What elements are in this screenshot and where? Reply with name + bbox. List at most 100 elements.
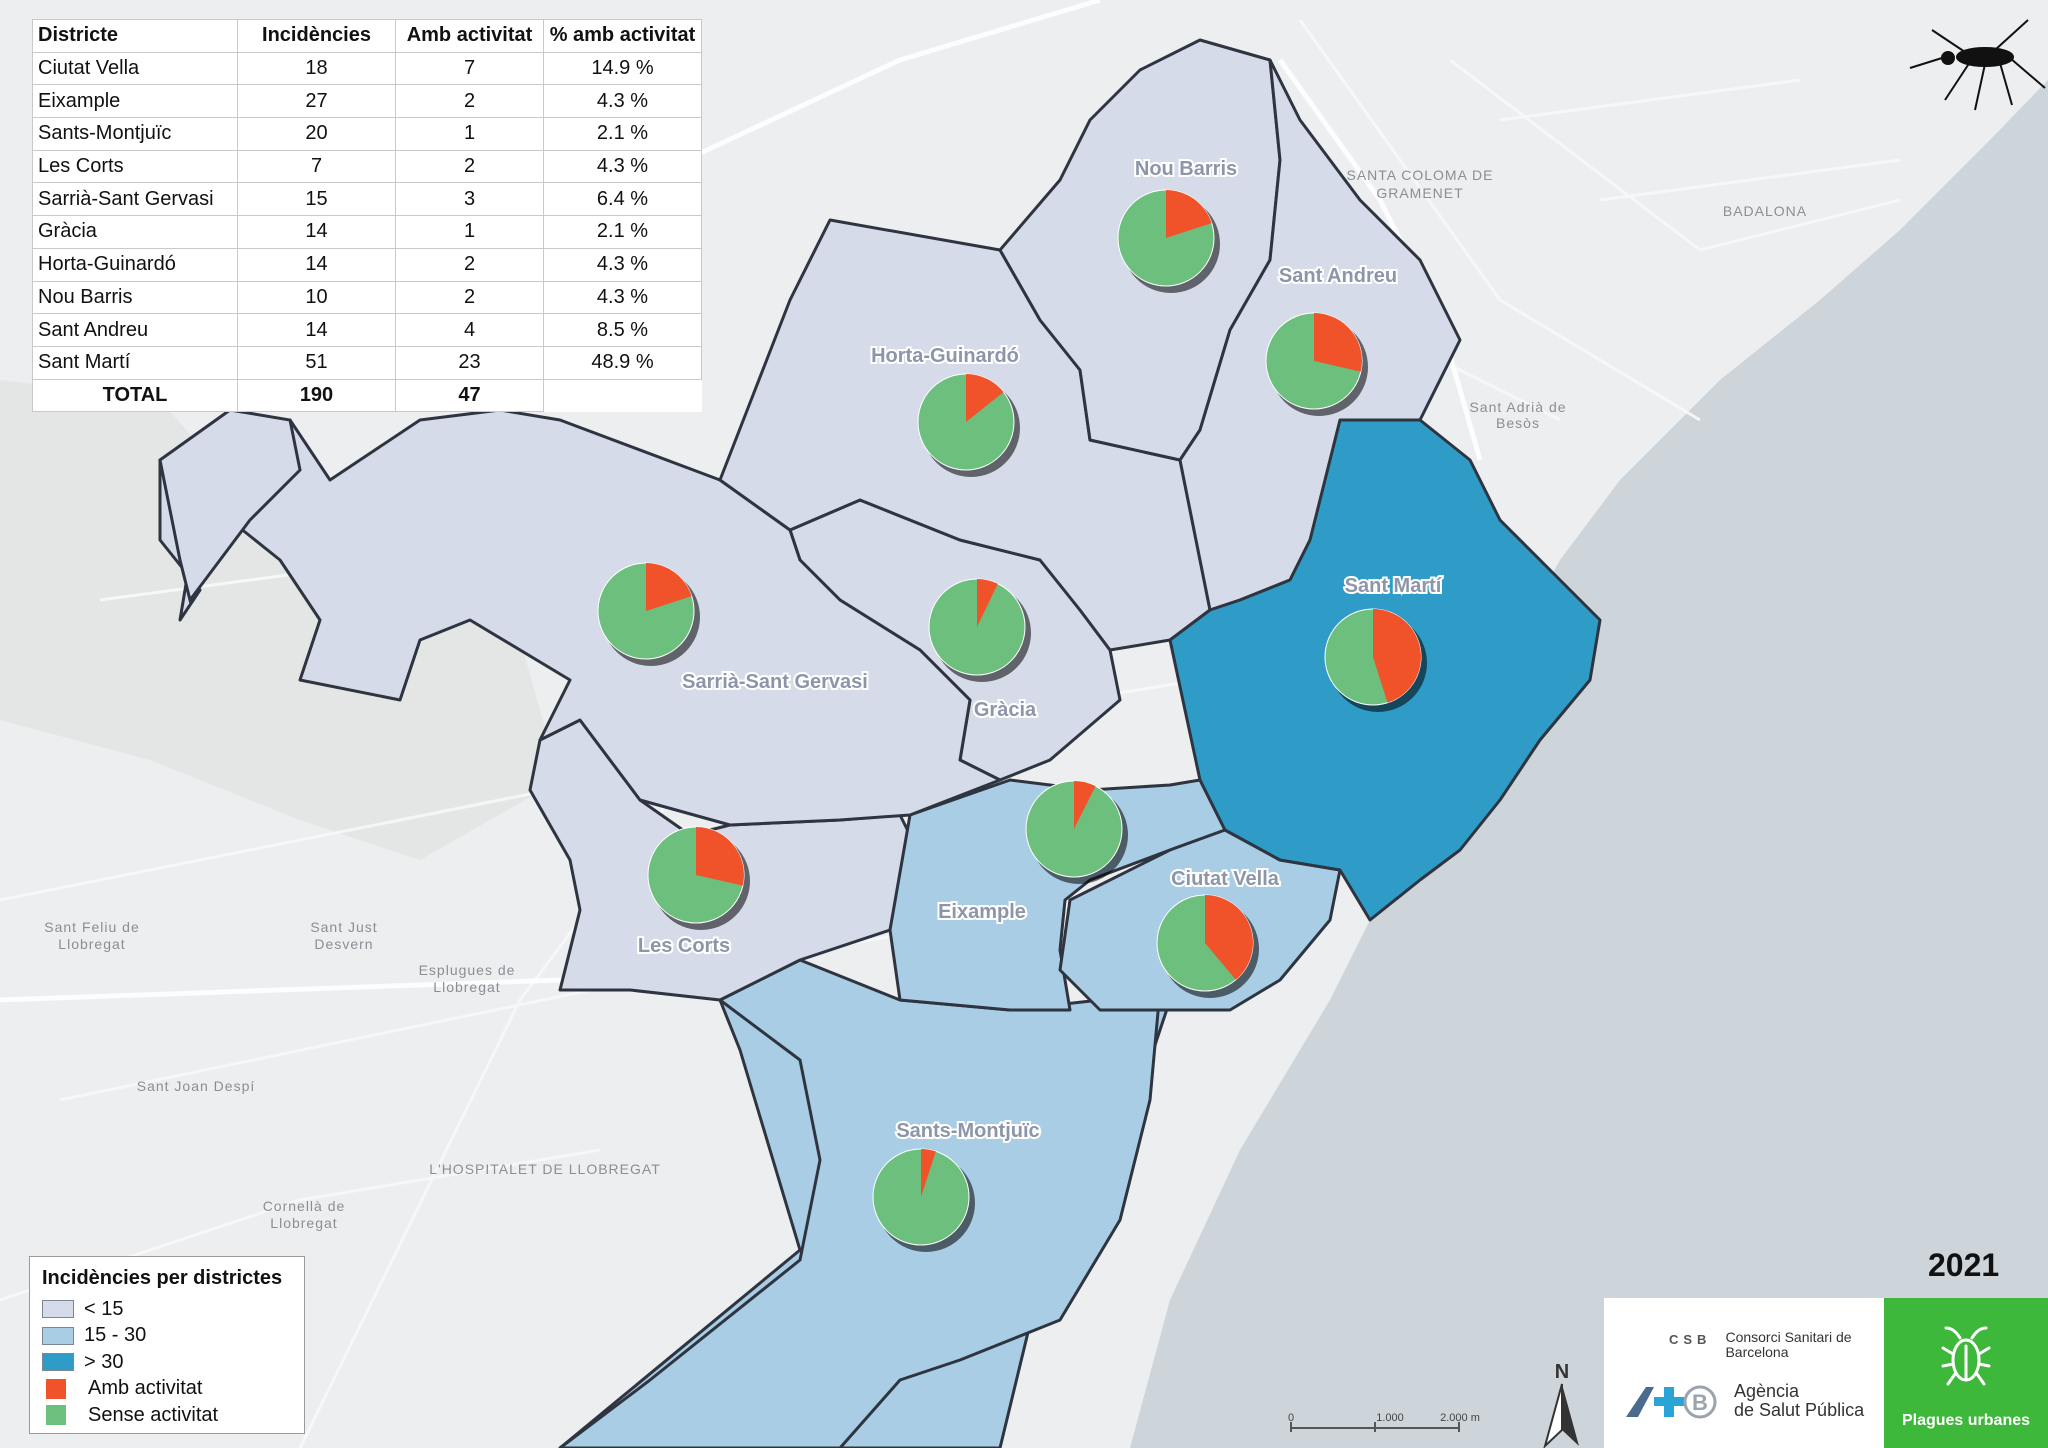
legend-item-mid: 15 - 30	[42, 1323, 292, 1350]
table-cell-district: Horta-Guinardó	[32, 247, 238, 282]
place-label: SANTA COLOMA DE	[1347, 167, 1494, 183]
pie-slice-amb	[977, 579, 998, 627]
district-sarria-arm	[158, 408, 302, 604]
table-cell-district: Sant Andreu	[32, 313, 238, 347]
plagues-label: Plagues urbanes	[1901, 1412, 2031, 1429]
place-label: Sant Joan Despí	[137, 1078, 256, 1094]
table-row: Sant Andreu 14 4 8.5 %	[32, 313, 702, 347]
table-cell-amb-activitat: 2	[395, 149, 544, 184]
total-amb-activitat: 47	[395, 378, 544, 413]
svg-text:B: B	[1692, 1390, 1708, 1415]
north-label: N	[1555, 1361, 1569, 1383]
pie-chart	[1156, 894, 1259, 998]
sea	[1130, 80, 2048, 1448]
aspb-logo: B Agència de Salut Pública	[1624, 1381, 1864, 1421]
district-label-sant-marti: Sant Martí	[1345, 575, 1443, 597]
table-row: Sant Martí 51 23 48.9 %	[32, 345, 702, 380]
col-header-amb-activitat: Amb activitat	[395, 19, 544, 53]
table-body: Ciutat Vella 18 7 14.9 % Eixample 27 2 4.3 % San…	[32, 51, 702, 413]
pie-slice-amb	[1205, 895, 1253, 980]
scale-tick: 1.000	[1376, 1412, 1404, 1424]
csb-mark: CSB	[1669, 1332, 1712, 1347]
table-cell-district: Gràcia	[32, 215, 238, 249]
north-arrow-icon: N	[1543, 1361, 1579, 1448]
table-cell-incidencies: 14	[237, 313, 396, 347]
csb-logo: CSB Consorci Sanitari de Barcelona	[1669, 1330, 1855, 1360]
place-label: Llobregat	[58, 936, 125, 952]
table-total-row: TOTAL 190 47	[32, 378, 702, 413]
place-label: Esplugues de	[419, 962, 516, 978]
aspb-name: Agència de Salut Pública	[1734, 1382, 1864, 1420]
legend-swatch	[42, 1353, 74, 1372]
pie-slice-amb	[1373, 609, 1421, 703]
district-label-sant-andreu: Sant Andreu	[1279, 265, 1397, 287]
legend-swatch	[42, 1326, 74, 1345]
table-cell-district: Les Corts	[32, 149, 238, 184]
legend-item-low: < 15	[42, 1296, 292, 1323]
pie-chart	[928, 578, 1031, 682]
place-label: BADALONA	[1723, 203, 1807, 219]
table-cell-amb-activitat: 2	[395, 84, 544, 119]
table-cell-incidencies: 14	[237, 247, 396, 282]
table-cell-pct: 4.3 %	[543, 84, 702, 119]
aspb-emblem-icon: B	[1626, 1385, 1717, 1419]
district-labels: Nou Barris Sant Andreu Horta-Guinardó Sa…	[636, 156, 1445, 1144]
table-cell-pct: 48.9 %	[543, 345, 702, 380]
table-row: Les Corts 7 2 4.3 %	[32, 149, 702, 184]
cockroach-icon	[1941, 1326, 1991, 1386]
table-cell-incidencies: 20	[237, 117, 396, 151]
table-cell-pct: 2.1 %	[543, 215, 702, 249]
table-cell-district: Sarrià-Sant Gervasi	[32, 182, 238, 217]
place-labels: SANTA COLOMA DE GRAMENET BADALONA L'HOSP…	[44, 167, 1807, 1231]
pie-chart	[1025, 780, 1128, 884]
year-label: 2021	[1928, 1247, 2000, 1283]
table-cell-district: Sants-Montjuïc	[32, 117, 238, 151]
table-row: Eixample 27 2 4.3 %	[32, 84, 702, 119]
table-cell-pct: 4.3 %	[543, 280, 702, 315]
district-label-horta: Horta-Guinardó	[871, 345, 1019, 367]
table-header-row: Districte Incidències Amb activitat % am…	[32, 19, 702, 53]
legend-title: Incidències per districtes	[42, 1267, 283, 1289]
table-cell-pct: 2.1 %	[543, 117, 702, 151]
pie-slice-amb	[1074, 781, 1096, 829]
pie-slice-amb	[966, 374, 1004, 422]
logo-panel: CSB Consorci Sanitari de Barcelona B Agè…	[1604, 1298, 1885, 1448]
table-cell-pct: 6.4 %	[543, 182, 702, 217]
district-label-eixample: Eixample	[938, 901, 1026, 923]
table-cell-incidencies: 7	[237, 149, 396, 184]
legend-label: > 30	[84, 1350, 124, 1373]
table-cell-amb-activitat: 4	[395, 313, 544, 347]
pie-slice-amb	[646, 563, 692, 611]
pie-chart	[872, 1148, 975, 1252]
aspb-name-line: de Salut Pública	[1734, 1400, 1865, 1420]
total-label: TOTAL	[32, 378, 238, 413]
table-cell-pct: 8.5 %	[543, 313, 702, 347]
plagues-urbanes-logo: Plagues urbanes	[1884, 1298, 2048, 1448]
legend-swatch	[42, 1300, 74, 1319]
table-cell-district: Nou Barris	[32, 280, 238, 315]
total-incidencies: 190	[237, 378, 396, 413]
table-row: Horta-Guinardó 14 2 4.3 %	[32, 247, 702, 282]
table-cell-district: Ciutat Vella	[32, 51, 238, 86]
col-header-districte: Districte	[32, 19, 238, 53]
place-label: Besòs	[1496, 415, 1540, 431]
district-sarria	[158, 408, 1002, 827]
table-cell-incidencies: 15	[237, 182, 396, 217]
legend-item-high: > 30	[42, 1349, 292, 1376]
table-cell-amb-activitat: 1	[395, 215, 544, 249]
legend-swatch	[46, 1378, 66, 1399]
table-cell-amb-activitat: 7	[395, 51, 544, 86]
pie-chart	[647, 826, 750, 930]
table-cell-district: Eixample	[32, 84, 238, 119]
place-label: L'HOSPITALET DE LLOBREGAT	[429, 1161, 661, 1177]
legend-label: Amb activitat	[88, 1377, 203, 1400]
table-cell-district: Sant Martí	[32, 345, 238, 380]
place-label: Llobregat	[433, 979, 500, 995]
mosquito-icon	[1909, 19, 2046, 111]
table-cell-incidencies: 14	[237, 215, 396, 249]
district-label-gracia: Gràcia	[974, 699, 1037, 721]
aspb-name-line: Agència	[1734, 1381, 1800, 1401]
csb-name: Consorci Sanitari de Barcelona	[1725, 1329, 1852, 1360]
place-label: Sant Just	[310, 919, 377, 935]
